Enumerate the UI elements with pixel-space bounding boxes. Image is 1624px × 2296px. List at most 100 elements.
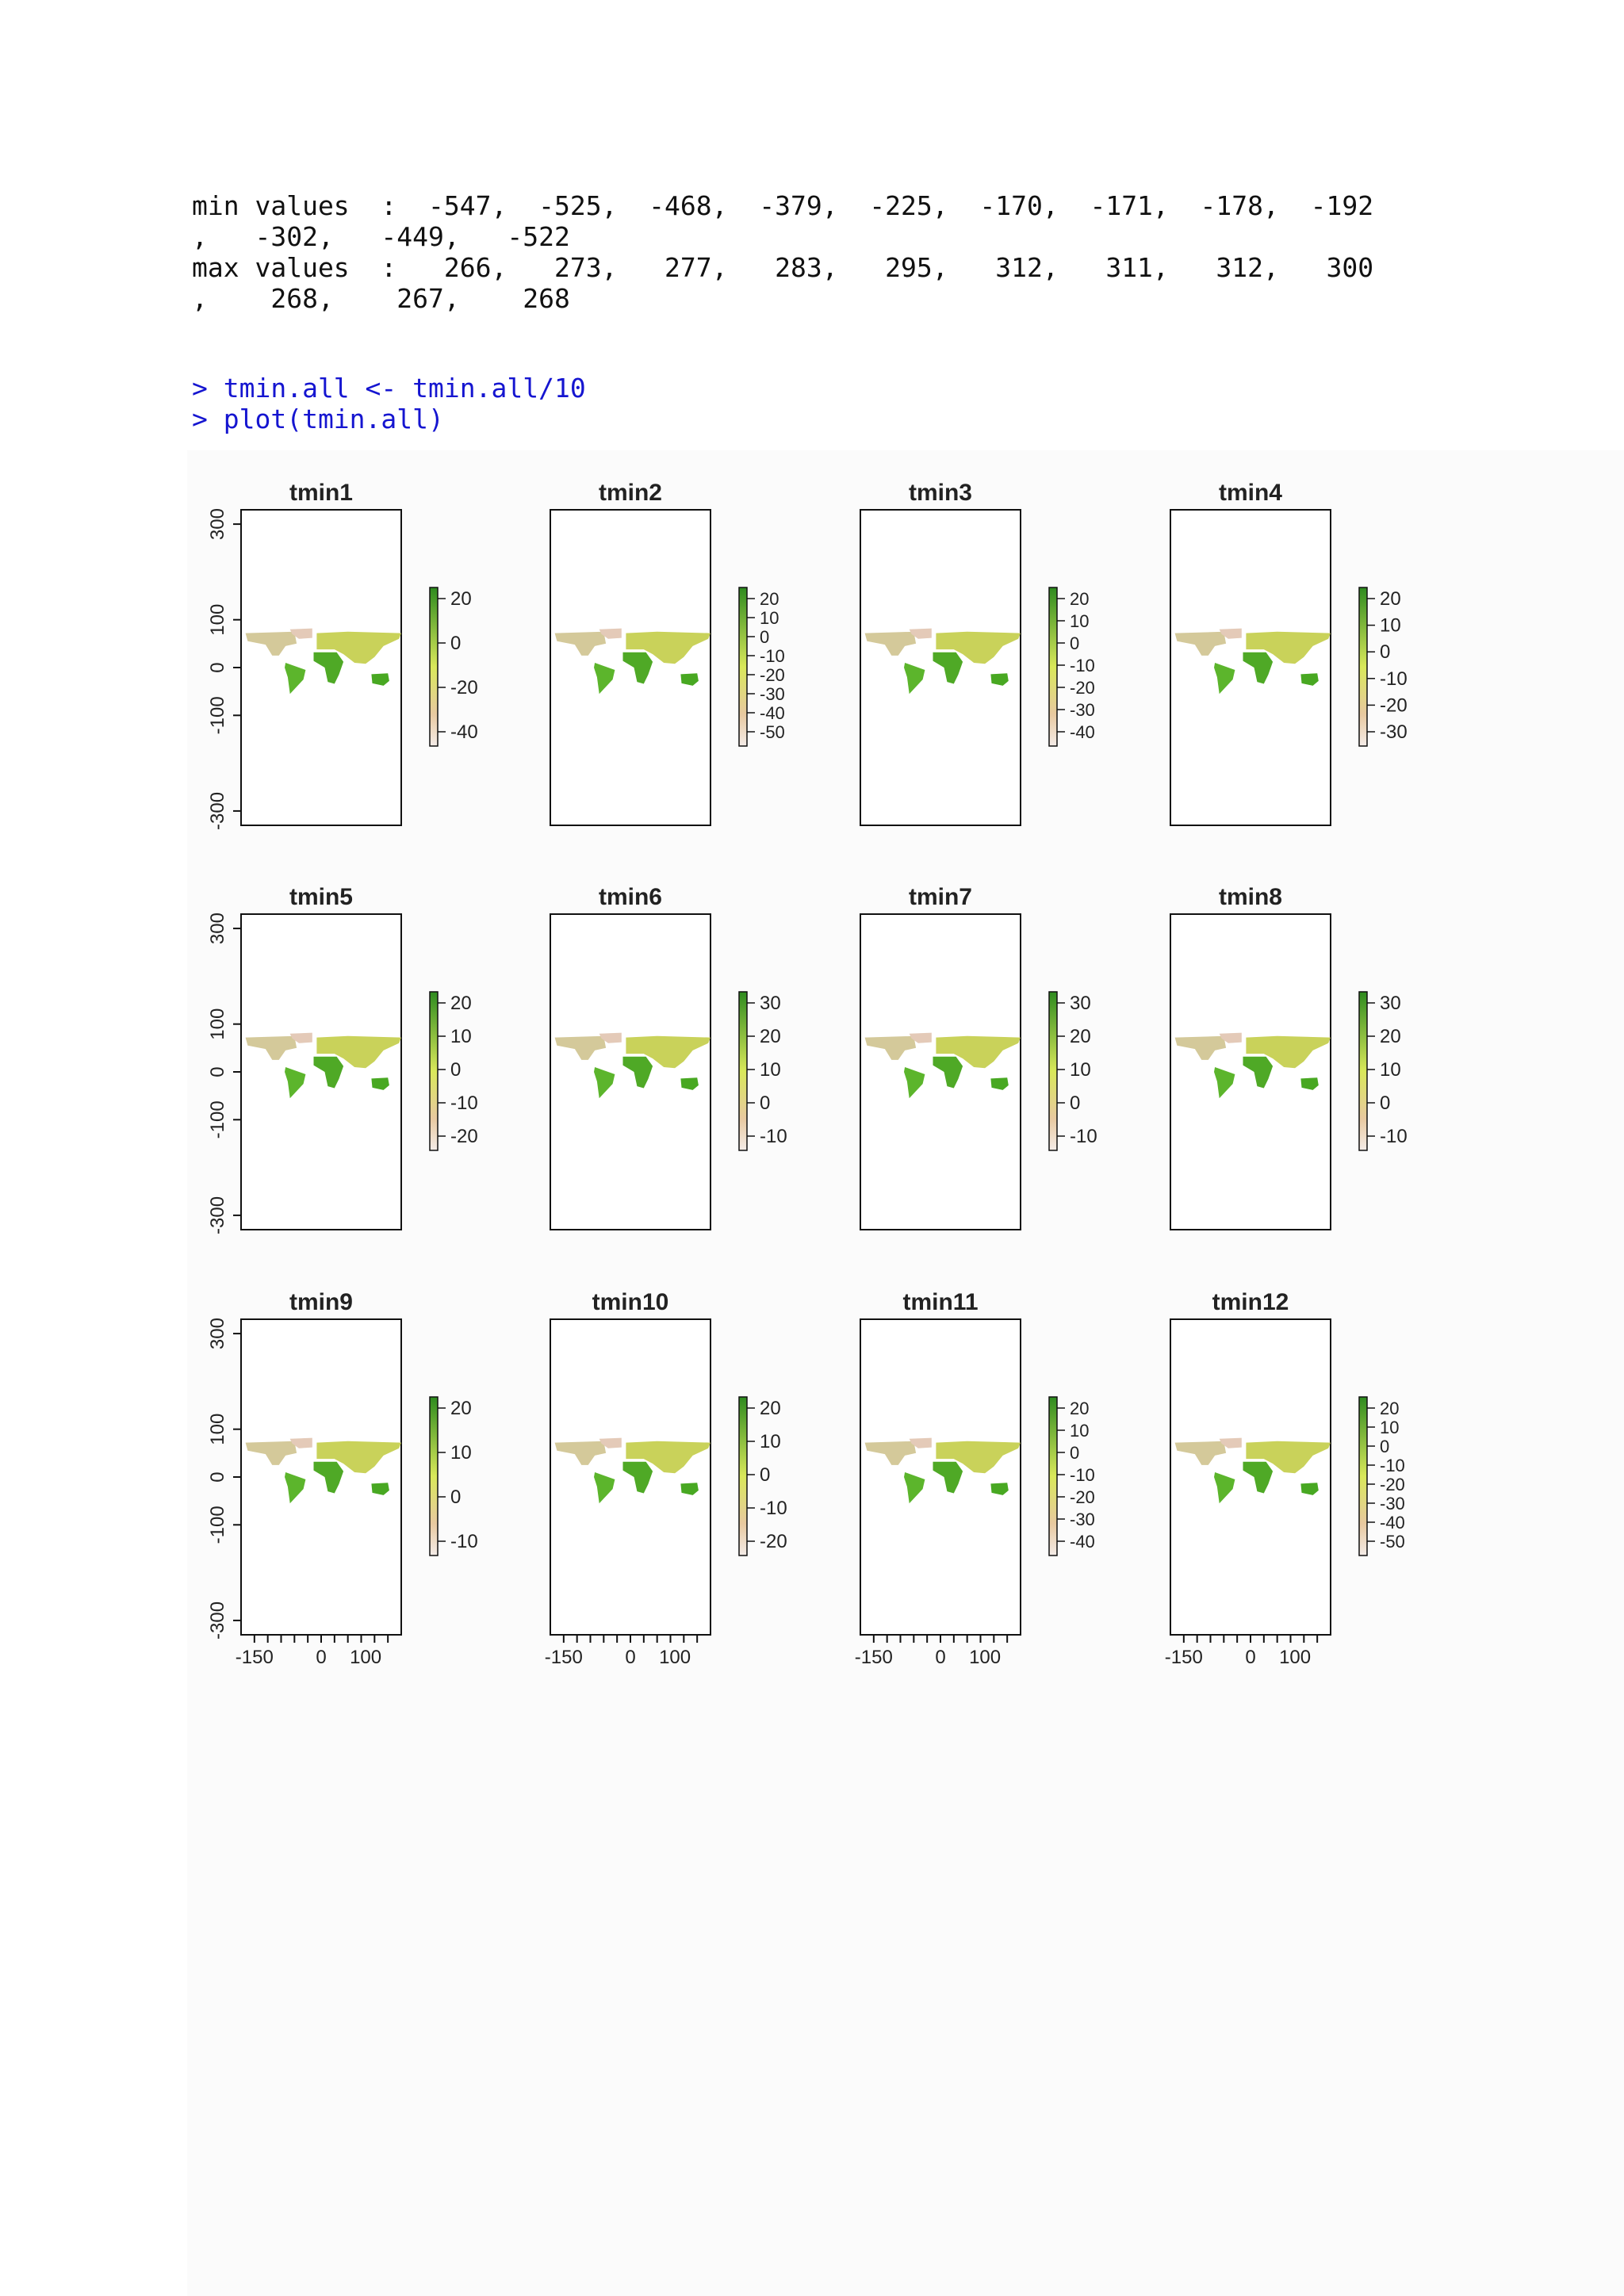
y-tick-label: -100 — [207, 1100, 228, 1138]
console-output: min values : -547, -525, -468, -379, -22… — [192, 190, 1373, 314]
y-tick-label: 300 — [207, 1318, 228, 1349]
landmass-5 — [990, 1077, 1009, 1090]
panel-frame — [240, 509, 402, 826]
x-tick-label: -150 — [236, 1647, 274, 1668]
y-tick-label: 0 — [207, 1471, 228, 1482]
legend-tick-label: -20 — [450, 1126, 478, 1147]
landmass-2 — [1214, 1472, 1235, 1504]
landmass-5 — [990, 673, 1009, 686]
panel-title: tmin12 — [1212, 1289, 1289, 1315]
landmass-1 — [1219, 1032, 1242, 1043]
legend-tick-label: -20 — [1380, 695, 1408, 716]
landmass-4 — [622, 652, 653, 684]
landmass-0 — [1174, 1035, 1227, 1060]
landmass-2 — [904, 1067, 925, 1099]
legend-tick-label: -30 — [1070, 1510, 1095, 1529]
legend-colorbar — [1358, 991, 1368, 1151]
landmass-3 — [626, 1035, 710, 1069]
legend-colorbar — [1048, 1396, 1058, 1556]
landmass-5 — [680, 1483, 699, 1495]
legend-tick-label: -30 — [1380, 721, 1408, 743]
panel-frame — [550, 913, 711, 1230]
landmass-0 — [864, 1441, 917, 1465]
panel-title: tmin11 — [902, 1289, 978, 1315]
legend-tick-label: -10 — [1070, 1465, 1095, 1485]
panel-frame — [550, 509, 711, 826]
legend-colorbar — [1048, 991, 1058, 1151]
panel-frame — [550, 1318, 711, 1636]
panel-tmin6: tmin6 30 20 10 0 -10 — [550, 884, 787, 1230]
legend-tick-label: -30 — [760, 684, 785, 704]
landmass-2 — [904, 663, 925, 695]
landmass-5 — [1300, 1483, 1319, 1495]
legend-tick-label: 10 — [450, 1026, 472, 1047]
legend-tick-label: 20 — [760, 1398, 781, 1419]
landmass-2 — [594, 1472, 615, 1504]
panel-title: tmin10 — [592, 1289, 669, 1315]
legend-colorbar — [429, 1396, 439, 1556]
y-tick-label: 100 — [207, 604, 228, 636]
panel-tmin1: tmin1 300 100 0 -100 -300 20 0 -20 -40 — [207, 480, 478, 830]
legend-tick-label: -40 — [1380, 1513, 1405, 1533]
panel-frame — [240, 1318, 402, 1636]
legend-tick-label: 10 — [1380, 1418, 1399, 1437]
landmass-0 — [245, 631, 297, 656]
legend-tick-label: -10 — [1070, 1126, 1097, 1147]
landmass-0 — [554, 1441, 607, 1465]
command-plot: > plot(tmin.all) — [192, 404, 444, 434]
landmass-1 — [1219, 628, 1242, 639]
landmass-1 — [1219, 1437, 1242, 1448]
legend-tick-label: 0 — [760, 1464, 770, 1486]
min-values-continuation: , -302, -449, -522 — [192, 221, 570, 252]
legend-tick-label: 20 — [1380, 588, 1401, 610]
legend-tick-label: 0 — [1380, 1437, 1389, 1456]
landmass-4 — [933, 652, 963, 684]
landmass-1 — [289, 1437, 312, 1448]
panel-title: tmin7 — [909, 884, 972, 910]
panel-title: tmin2 — [599, 480, 662, 506]
y-tick-label: -300 — [207, 792, 228, 830]
landmass-4 — [313, 1461, 344, 1494]
legend-tick-label: 10 — [760, 1431, 781, 1452]
x-tick-label: -150 — [1165, 1647, 1203, 1668]
y-tick-label: -100 — [207, 1506, 228, 1544]
legend-colorbar — [429, 991, 439, 1151]
landmass-4 — [313, 1056, 344, 1089]
landmass-0 — [245, 1441, 297, 1465]
legend-tick-label: 10 — [1380, 1059, 1401, 1081]
legend-tick-label: 10 — [1380, 615, 1401, 637]
legend-tick-label: -20 — [1070, 1487, 1095, 1507]
landmass-2 — [904, 1472, 925, 1504]
landmass-2 — [285, 1067, 306, 1099]
landmass-1 — [289, 1032, 312, 1043]
legend-tick-label: 10 — [450, 1442, 472, 1464]
landmass-1 — [289, 628, 312, 639]
legend-tick-label: 30 — [1070, 993, 1091, 1014]
legend-tick-label: -10 — [1380, 668, 1408, 690]
panel-title: tmin5 — [289, 884, 353, 910]
landmass-0 — [1174, 1441, 1227, 1465]
legend-tick-label: 20 — [1070, 1399, 1089, 1418]
legend-tick-label: -10 — [760, 1498, 787, 1519]
panel-frame — [1170, 1318, 1331, 1636]
landmass-1 — [909, 1032, 932, 1043]
legend-tick-label: 20 — [450, 1398, 472, 1419]
landmass-4 — [933, 1461, 963, 1494]
landmass-1 — [599, 1437, 622, 1448]
legend-tick-label: 0 — [760, 627, 769, 647]
landmass-1 — [599, 628, 622, 639]
panel-frame — [860, 913, 1021, 1230]
landmass-2 — [594, 663, 615, 695]
legend-tick-label: 0 — [1070, 633, 1079, 653]
legend-tick-label: 0 — [1380, 1093, 1390, 1114]
legend-colorbar — [1358, 1396, 1368, 1556]
legend-tick-label: -30 — [1070, 700, 1095, 720]
legend-tick-label: -40 — [1070, 1532, 1095, 1552]
legend-tick-label: -10 — [1380, 1126, 1408, 1147]
landmass-3 — [316, 1441, 401, 1474]
legend-tick-label: 30 — [1380, 993, 1401, 1014]
legend-colorbar — [1048, 587, 1058, 747]
